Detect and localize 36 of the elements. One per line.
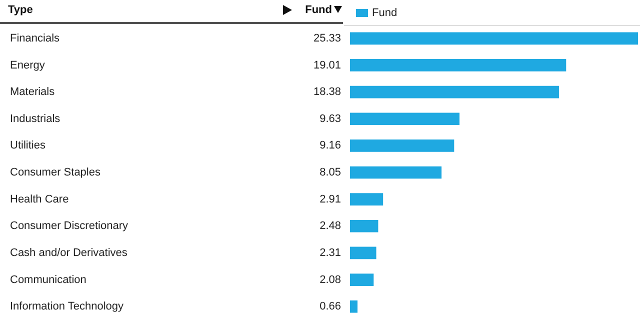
bar [350,246,376,260]
bar [350,166,442,179]
x-axis-title: Fund [305,4,332,16]
legend-label: Fund [372,7,398,20]
data-label: 2.08 [320,274,341,286]
bar [350,86,559,98]
y-tick-label: Health Care [10,193,69,206]
data-label: 9.16 [320,140,341,152]
data-label: 0.66 [320,300,341,313]
y-tick-label: Energy [10,59,46,72]
y-tick-label: Industrials [10,112,61,125]
bar [350,112,460,126]
data-label: 8.05 [320,166,341,179]
bar [350,140,454,152]
y-tick-label: Communication [10,274,86,286]
y-tick-label: Financials [10,32,60,44]
bar [350,220,378,232]
y-tick-label: Consumer Staples [10,166,101,179]
bar [350,274,374,286]
bar [350,300,358,313]
bar [350,193,384,206]
y-tick-label: Cash and/or Derivatives [10,246,128,259]
y-tick-label: Utilities [10,140,46,152]
data-label: 9.63 [320,112,341,125]
data-label: 19.01 [313,59,341,72]
y-tick-label: Materials [10,86,56,98]
data-label: 25.33 [313,32,341,44]
data-label: 2.48 [320,220,341,232]
y-tick-label: Consumer Discretionary [10,220,128,232]
data-label: 2.91 [320,193,341,206]
y-axis-title: Type [8,4,33,16]
bar [350,32,638,45]
bar [350,59,566,72]
data-label: 2.31 [320,246,341,259]
data-label: 18.38 [313,86,341,98]
y-tick-label: Information Technology [10,300,124,313]
